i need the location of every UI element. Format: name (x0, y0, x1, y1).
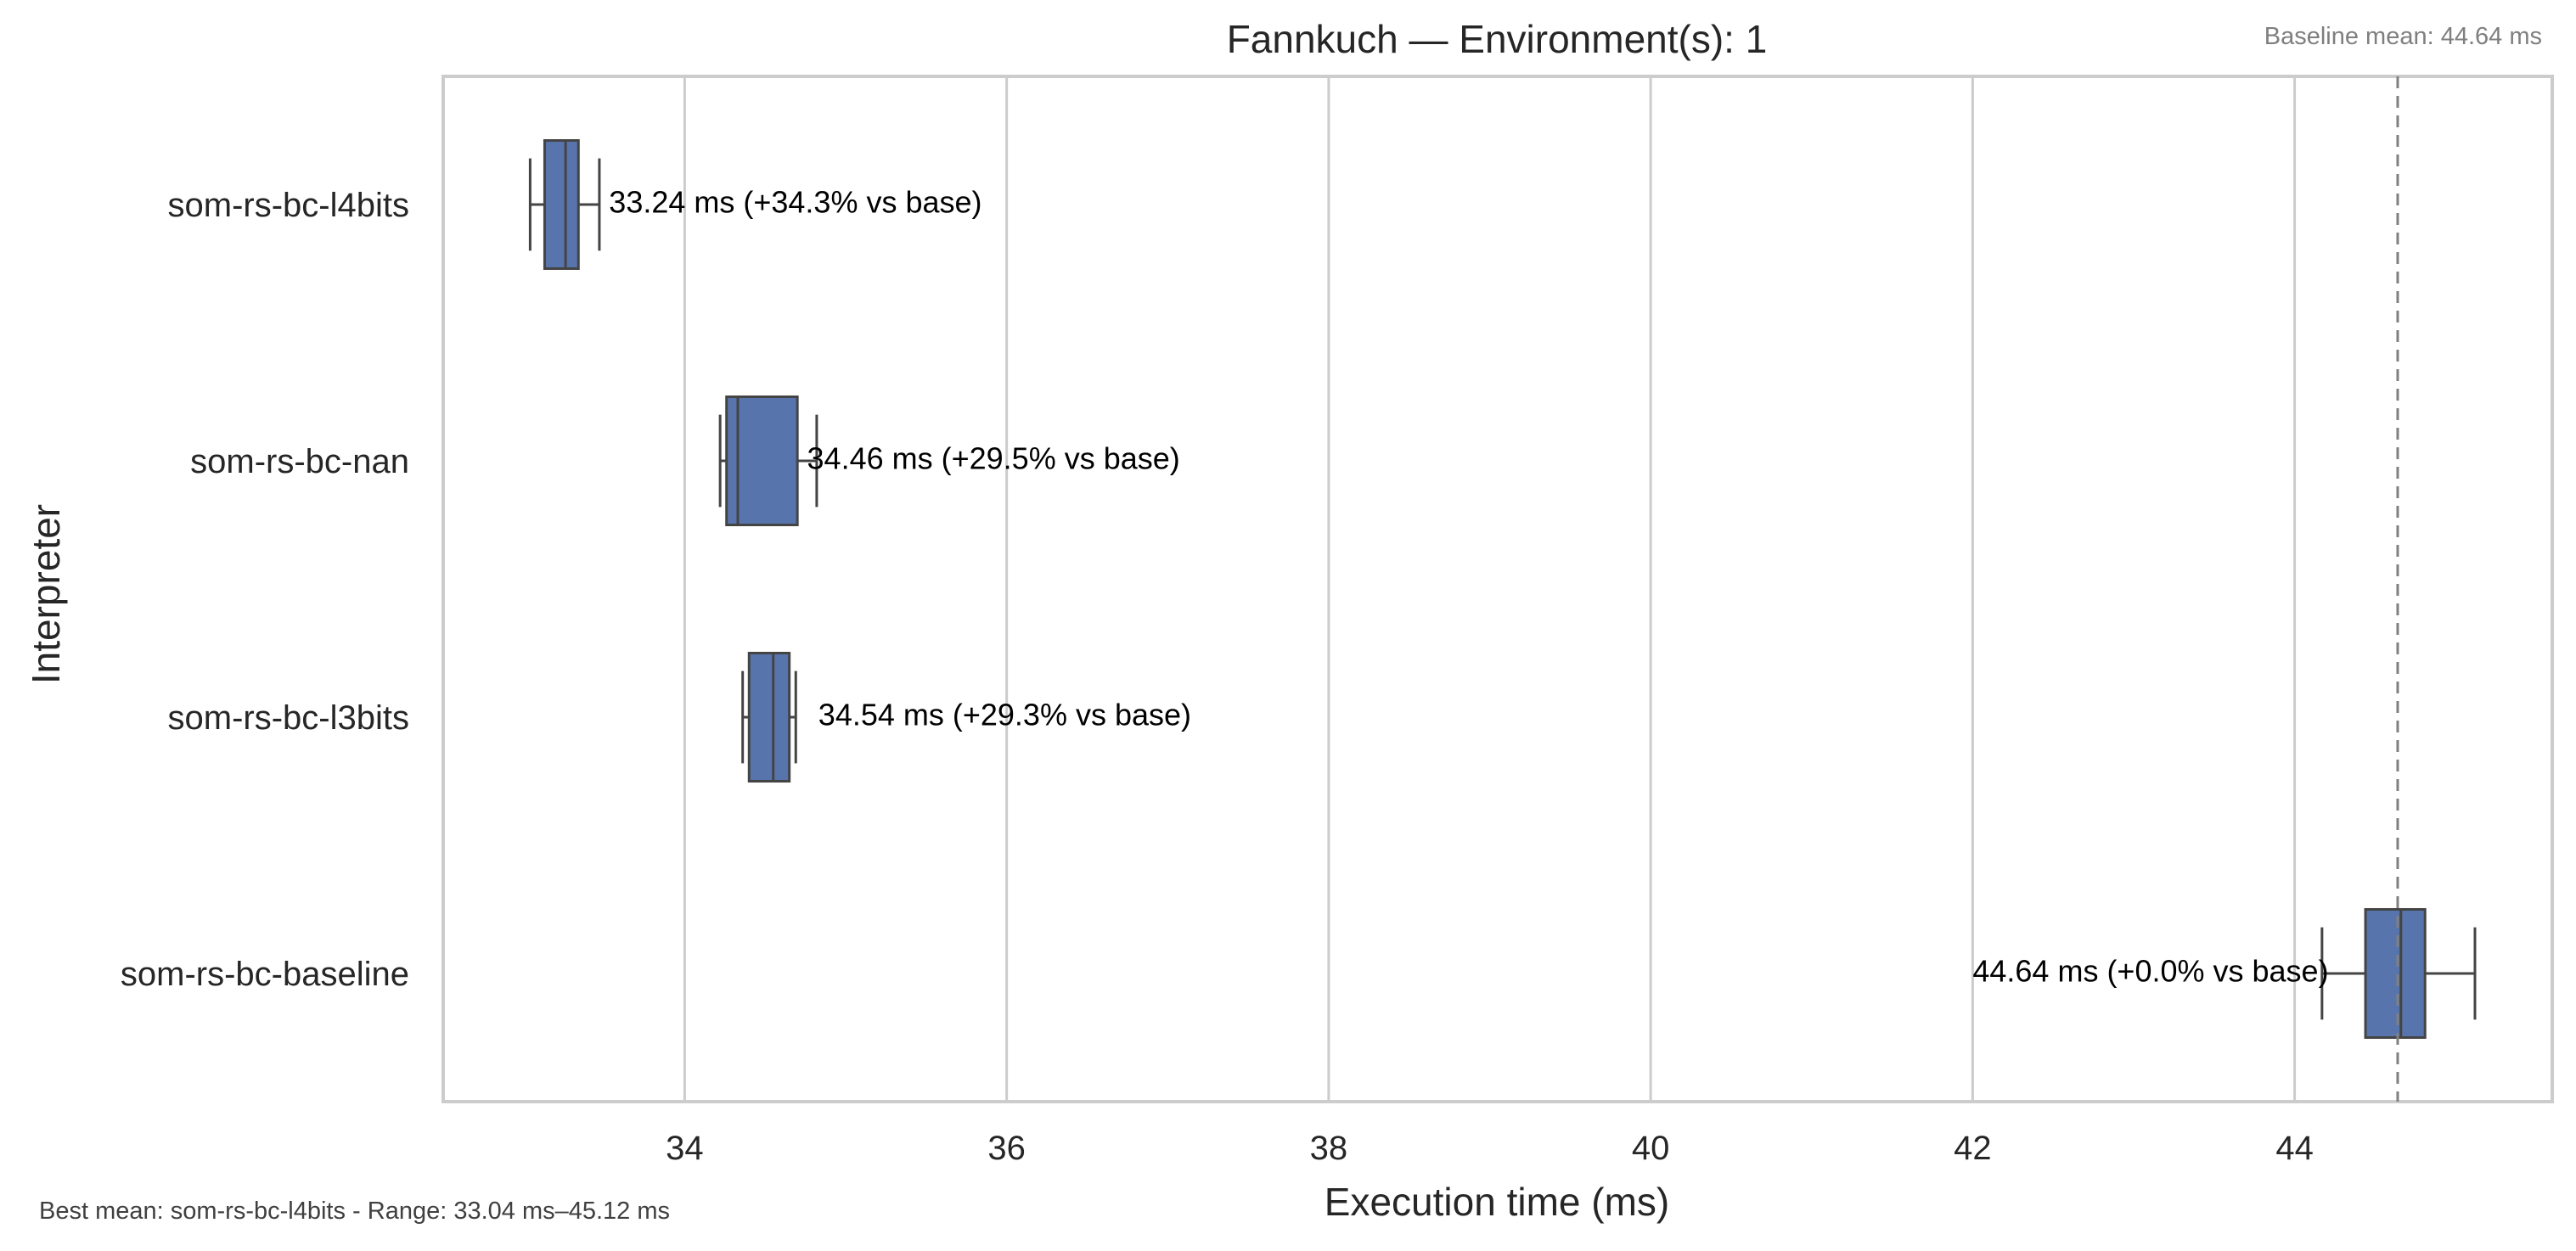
x-axis-label: Execution time (ms) (1325, 1180, 1669, 1224)
x-tick-label: 36 (987, 1130, 1026, 1167)
y-category-label: som-rs-bc-nan (190, 443, 409, 480)
x-tick-labels: 34 36 38 40 42 44 (666, 1130, 2314, 1167)
x-tick-label: 34 (666, 1130, 704, 1167)
y-category-labels: som-rs-bc-l4bits som-rs-bc-nan som-rs-bc-l… (121, 187, 409, 993)
plot-frame (442, 75, 2554, 1103)
baseline-mean-note: Baseline mean: 44.64 ms (2264, 23, 2542, 50)
mean-annotation: 44.64 ms (+0.0% vs base) (1972, 954, 2328, 989)
mean-annotation: 34.54 ms (+29.3% vs base) (818, 698, 1191, 732)
iqr-box (2364, 908, 2427, 1039)
iqr-box (747, 652, 791, 783)
y-category-label: som-rs-bc-l4bits (168, 187, 409, 224)
box-som-rs-bc-l4bits (528, 139, 601, 270)
x-tick-label: 42 (1954, 1130, 1992, 1167)
footer-note: Best mean: som-rs-bc-l4bits - Range: 33.… (39, 1198, 670, 1225)
y-axis-label: Interpreter (24, 504, 68, 684)
y-category-label: som-rs-bc-l3bits (168, 699, 409, 737)
box-series (528, 139, 2477, 1039)
mean-annotations: 33.24 ms (+34.3% vs base) 34.46 ms (+29.5… (609, 185, 2328, 989)
y-category-label: som-rs-bc-baseline (121, 956, 409, 993)
x-tick-label: 40 (1632, 1130, 1670, 1167)
box-som-rs-bc-nan (718, 395, 818, 526)
x-tick-label: 38 (1310, 1130, 1348, 1167)
mean-annotation: 33.24 ms (+34.3% vs base) (609, 185, 981, 220)
x-gridlines (683, 76, 2297, 1102)
chart-title: Fannkuch — Environment(s): 1 (1227, 17, 1768, 61)
box-som-rs-bc-l3bits (741, 652, 797, 783)
mean-annotation: 34.46 ms (+29.5% vs base) (807, 441, 1180, 476)
iqr-box (543, 139, 580, 270)
x-tick-label: 44 (2275, 1130, 2314, 1167)
box-som-rs-bc-baseline (2320, 908, 2477, 1039)
